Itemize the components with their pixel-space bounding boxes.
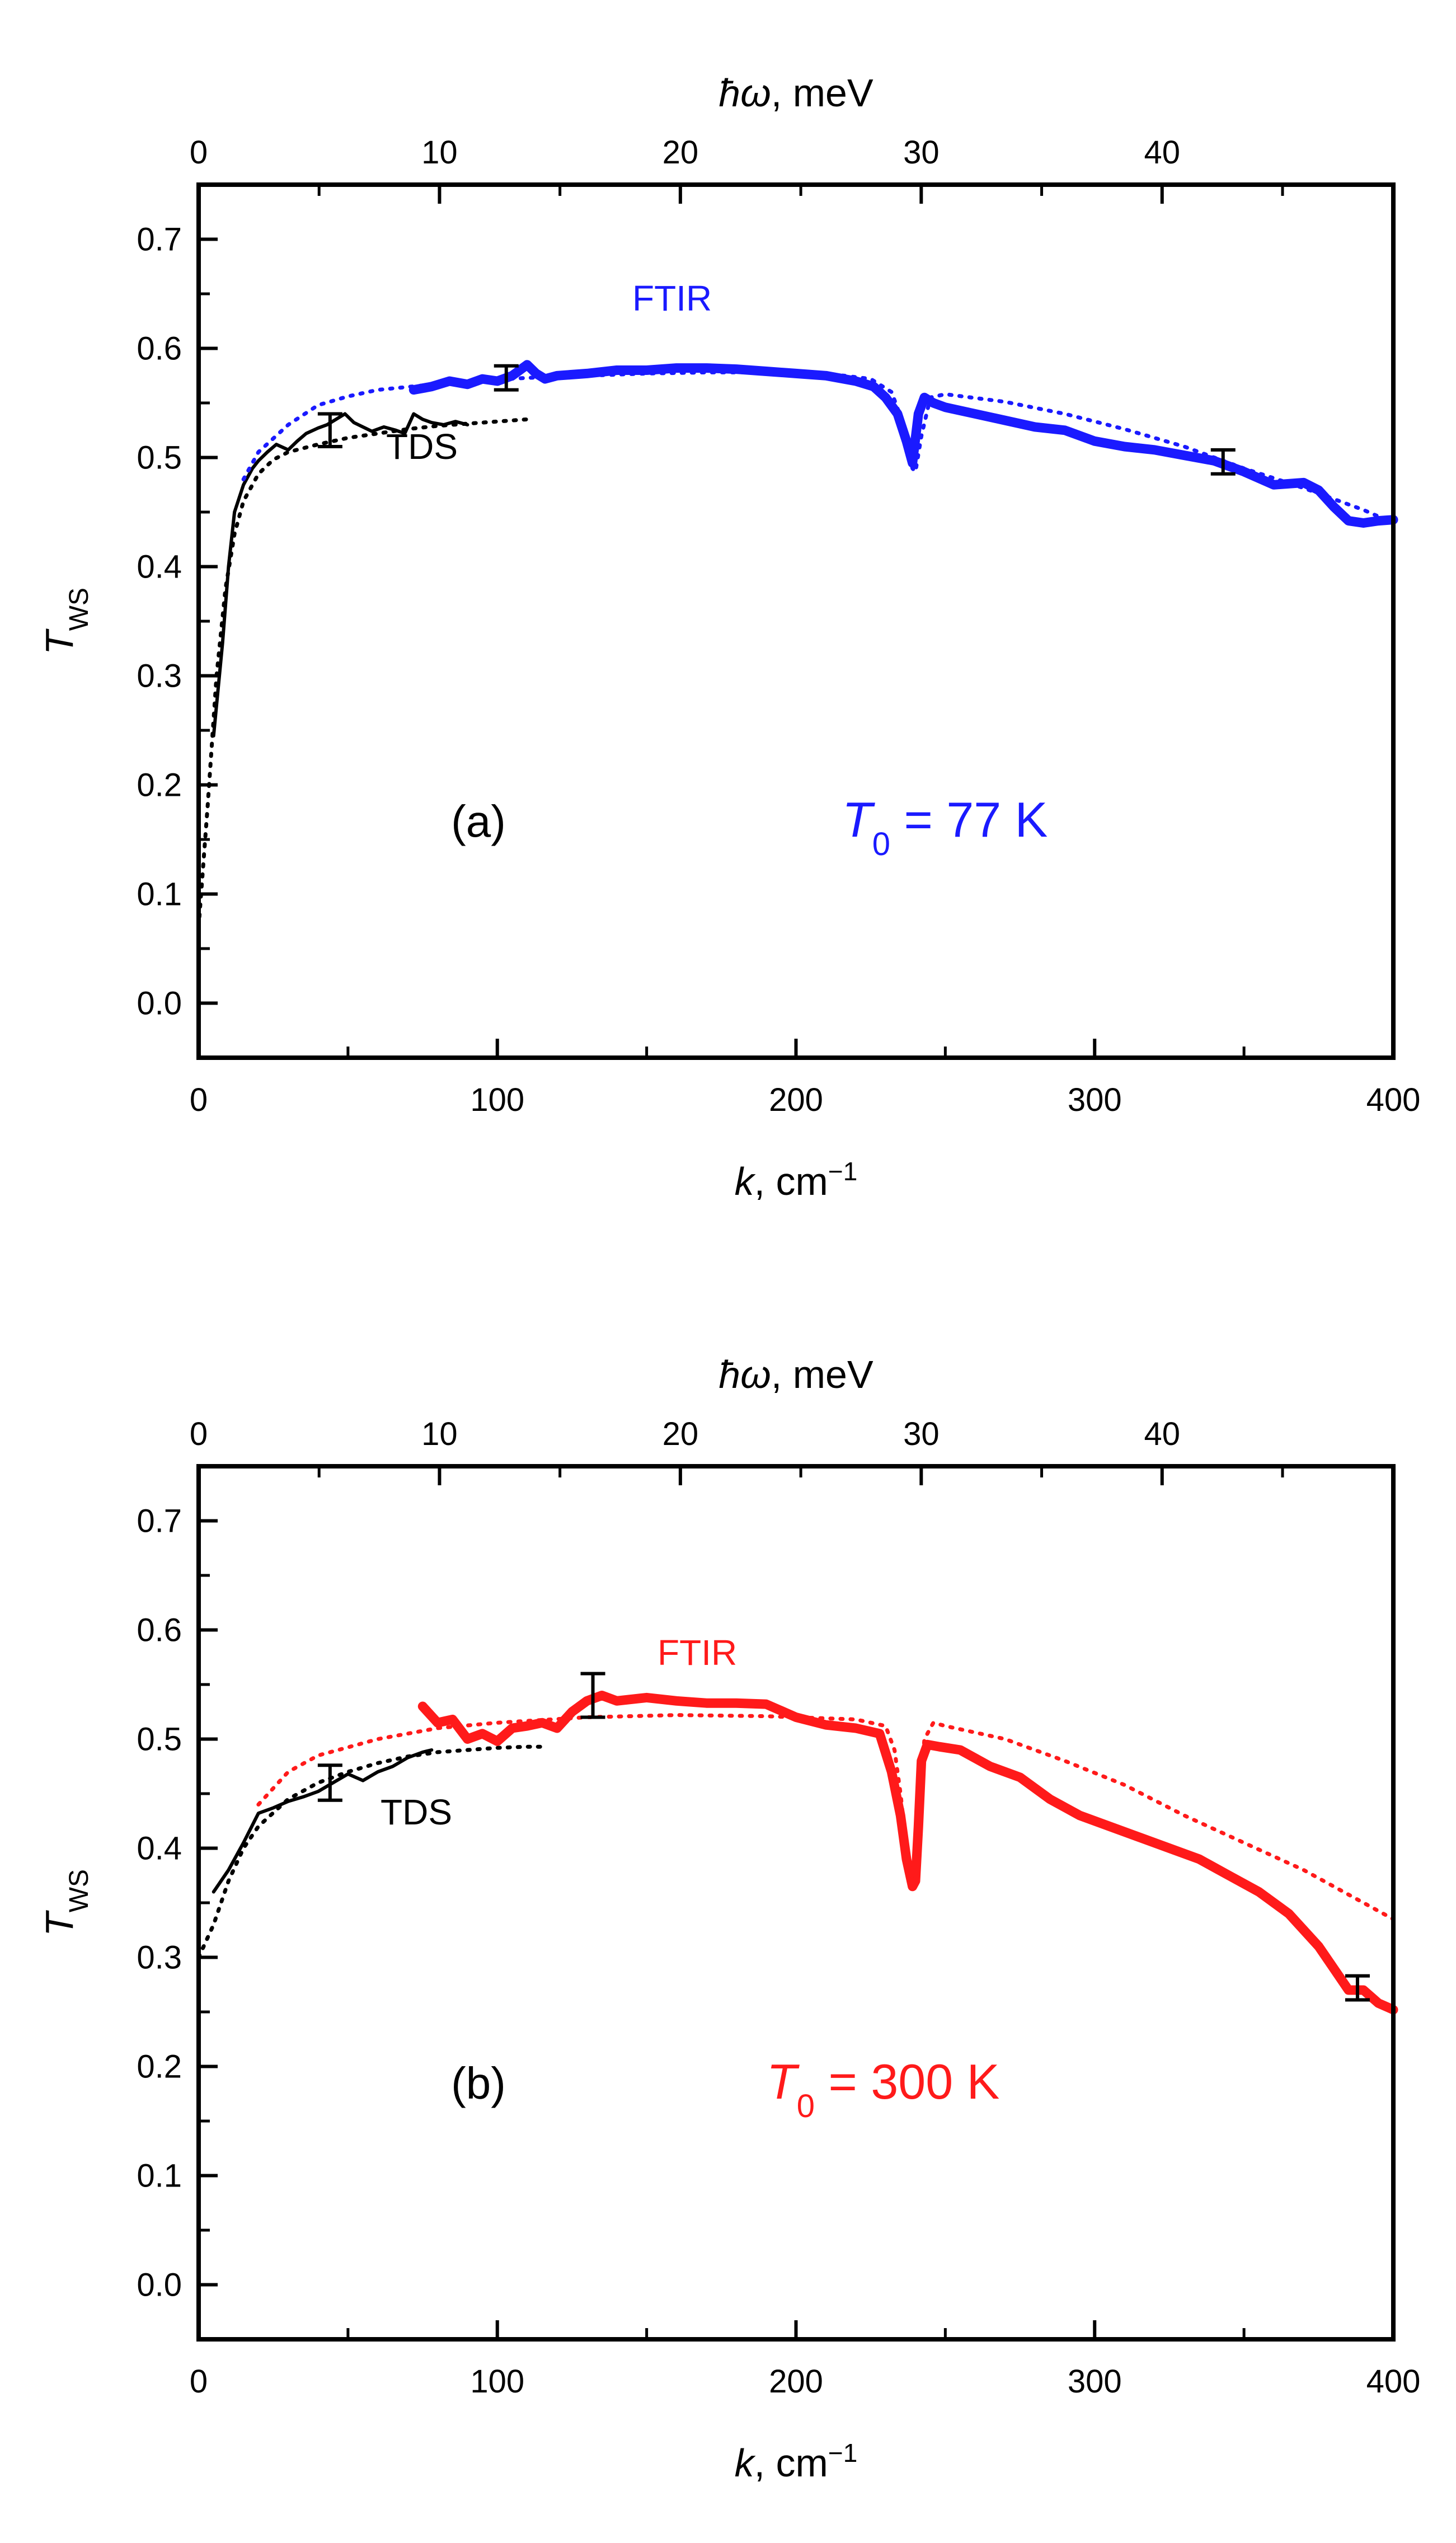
y-tick-label: 0.2 xyxy=(137,2049,182,2085)
series-ftir xyxy=(417,1691,1398,2015)
x-axis-unit-sup: −1 xyxy=(828,2438,857,2467)
temperature-label: T0 = 300 K xyxy=(767,2054,999,2124)
y-axis-var: T xyxy=(37,628,81,655)
tds-label: TDS xyxy=(386,426,458,467)
panel-b: 0 100 200 300 400 0 10 20 30 40 0.0 0.1 0.2 0.3 0.4 0.5… xyxy=(37,1353,1420,2485)
ftir-label: FTIR xyxy=(632,278,712,318)
x-tick-label: 0 xyxy=(190,2363,208,2400)
x2-tick-label: 30 xyxy=(903,1416,940,1452)
panel-label: (a) xyxy=(451,796,506,846)
y-tick-label: 0.0 xyxy=(137,986,182,1022)
x2-tick-label: 40 xyxy=(1144,1416,1181,1452)
y-tick-label: 0.5 xyxy=(137,1721,182,1758)
temperature-symbol: T xyxy=(767,2054,800,2109)
x-tick-label: 100 xyxy=(470,1082,524,1118)
y-tick-label: 0.7 xyxy=(137,222,182,258)
plot-frame xyxy=(196,182,1396,1060)
x2-tick-label: 0 xyxy=(190,1416,208,1452)
temperature-subscript: 0 xyxy=(872,826,890,862)
series-tds xyxy=(212,1748,434,1894)
ftir-label: FTIR xyxy=(657,1632,737,1673)
x2-tick-label: 10 xyxy=(421,134,458,171)
x2-tick-label: 10 xyxy=(421,1416,458,1452)
temperature-value: = 77 K xyxy=(890,792,1048,847)
panel-label: (b) xyxy=(451,2058,506,2108)
x2-axis-title: ħω, meV xyxy=(718,71,873,115)
y-axis-title: TWS xyxy=(37,1869,94,1936)
y-tick-label: 0.1 xyxy=(137,876,182,913)
x-tick-label: 400 xyxy=(1366,2363,1421,2400)
x2-axis-unit: , meV xyxy=(771,1353,873,1396)
y-tick-label: 0.3 xyxy=(137,658,182,695)
y-tick-label: 0.2 xyxy=(137,767,182,804)
error-bar xyxy=(317,1763,342,1802)
series-ftir-fit xyxy=(256,1713,1396,1921)
y-tick-label: 0.1 xyxy=(137,2158,182,2194)
series-tds-fit xyxy=(196,417,529,929)
error-bar xyxy=(580,1672,605,1719)
x-axis-var: k xyxy=(735,1160,756,1203)
error-bar xyxy=(317,412,342,448)
x-tick-label: 200 xyxy=(769,2363,823,2400)
error-bar xyxy=(1345,1974,1370,2002)
x-axis-title: k, cm−1 xyxy=(735,1157,858,1203)
temperature-subscript: 0 xyxy=(797,2088,815,2124)
series-ftir-fit xyxy=(241,370,1396,525)
x-tick-label: 300 xyxy=(1068,2363,1122,2400)
x2-axis-var: ħω xyxy=(718,1353,771,1396)
x-axis-title: k, cm−1 xyxy=(735,2438,858,2485)
x2-tick-label: 30 xyxy=(903,134,940,171)
x-tick-label: 200 xyxy=(769,1082,823,1118)
error-bar xyxy=(494,364,519,392)
plot-frame xyxy=(196,1464,1396,2342)
y-axis-sub: WS xyxy=(64,1869,94,1912)
series-tds-fit xyxy=(196,1744,544,1959)
y-tick-label: 0.5 xyxy=(137,440,182,476)
x-axis-unit: , cm xyxy=(754,1160,828,1203)
y-tick-label: 0.7 xyxy=(137,1503,182,1540)
x2-axis-title: ħω, meV xyxy=(718,1353,873,1396)
x-tick-label: 0 xyxy=(190,1082,208,1118)
x-axis-var: k xyxy=(735,2441,756,2485)
x2-tick-label: 20 xyxy=(663,1416,699,1452)
error-bar xyxy=(1210,448,1236,476)
y-tick-label: 0.6 xyxy=(137,1612,182,1649)
x-axis-unit-sup: −1 xyxy=(828,1157,857,1186)
temperature-value: = 300 K xyxy=(815,2054,999,2109)
y-tick-label: 0.0 xyxy=(137,2267,182,2303)
series-ftir xyxy=(408,360,1398,528)
panel-a: 0 100 200 300 400 0 10 20 30 40 0.0 0.1 0.2 0.3 0.4 0.5… xyxy=(37,71,1420,1203)
tds-label: TDS xyxy=(381,1792,452,1832)
x2-tick-label: 0 xyxy=(190,134,208,171)
x2-axis-unit: , meV xyxy=(771,71,873,115)
y-tick-label: 0.6 xyxy=(137,331,182,367)
y-axis-sub: WS xyxy=(64,588,94,631)
x2-axis-var: ħω xyxy=(718,71,771,115)
x-tick-label: 100 xyxy=(470,2363,524,2400)
x-tick-label: 400 xyxy=(1366,1082,1421,1118)
y-axis-title: TWS xyxy=(37,588,94,655)
y-axis-var: T xyxy=(37,1910,81,1936)
y-tick-label: 0.3 xyxy=(137,1940,182,1976)
x-axis-unit: , cm xyxy=(754,2441,828,2485)
temperature-symbol: T xyxy=(842,792,875,847)
x-tick-label: 300 xyxy=(1068,1082,1122,1118)
temperature-label: T0 = 77 K xyxy=(842,792,1048,862)
x2-tick-label: 20 xyxy=(663,134,699,171)
x2-tick-label: 40 xyxy=(1144,134,1181,171)
y-tick-label: 0.4 xyxy=(137,1831,182,1867)
y-tick-label: 0.4 xyxy=(137,549,182,585)
